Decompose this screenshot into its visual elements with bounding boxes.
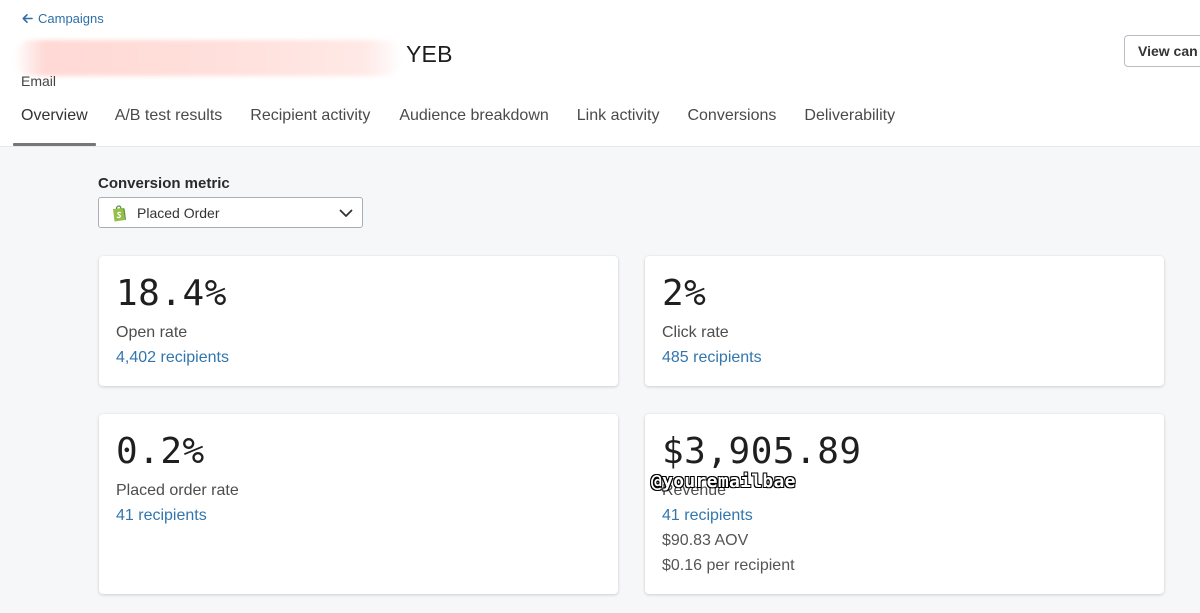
revenue-recipients-link[interactable]: 41 recipients: [662, 507, 753, 524]
click-rate-value: 2%: [662, 273, 707, 314]
placed-order-rate-card: 0.2% Placed order rate 41 recipients: [99, 414, 618, 594]
back-to-campaigns-link[interactable]: Campaigns: [22, 11, 104, 26]
placed-order-recipients-link[interactable]: 41 recipients: [116, 507, 207, 524]
arrow-left-icon: [22, 14, 33, 23]
tab-ab-test-results[interactable]: A/B test results: [114, 107, 223, 124]
view-campaign-button[interactable]: View can: [1124, 35, 1200, 67]
revenue-card: $3,905.89 Revenue 41 recipients $90.83 A…: [645, 414, 1164, 594]
placed-order-rate-label: Placed order rate: [116, 482, 239, 499]
open-rate-value: 18.4%: [116, 273, 227, 314]
tab-overview[interactable]: Overview: [13, 100, 96, 146]
click-rate-label: Click rate: [662, 324, 729, 341]
tab-bar: Overview A/B test results Recipient acti…: [0, 100, 895, 146]
click-rate-card: 2% Click rate 485 recipients: [645, 256, 1164, 386]
revenue-label: Revenue: [662, 482, 727, 499]
chevron-down-icon: [339, 206, 353, 220]
revenue-per-recipient: $0.16 per recipient: [662, 557, 795, 574]
campaign-type-label: Email: [21, 73, 57, 89]
conversion-metric-label: Conversion metric: [98, 175, 230, 192]
header: Campaigns YEB Email View can Overview A/…: [0, 0, 1200, 147]
open-rate-label: Open rate: [116, 324, 188, 341]
shopify-bag-icon: [111, 204, 127, 222]
campaign-title: YEB: [406, 41, 453, 67]
click-rate-recipients-link[interactable]: 485 recipients: [662, 349, 762, 366]
back-link-label: Campaigns: [38, 11, 104, 26]
open-rate-recipients-link[interactable]: 4,402 recipients: [116, 349, 229, 366]
revenue-value: $3,905.89: [662, 431, 862, 472]
open-rate-card: 18.4% Open rate 4,402 recipients: [99, 256, 618, 386]
conversion-metric-select[interactable]: Placed Order: [98, 197, 363, 228]
tab-recipient-activity[interactable]: Recipient activity: [250, 107, 371, 124]
conversion-metric-value: Placed Order: [137, 204, 220, 221]
tab-conversions[interactable]: Conversions: [687, 107, 777, 124]
placed-order-rate-value: 0.2%: [116, 431, 205, 472]
redacted-title: [14, 40, 402, 76]
tab-link-activity[interactable]: Link activity: [576, 107, 660, 124]
revenue-aov: $90.83 AOV: [662, 532, 749, 549]
tab-deliverability[interactable]: Deliverability: [804, 107, 896, 124]
tab-audience-breakdown[interactable]: Audience breakdown: [399, 107, 549, 124]
